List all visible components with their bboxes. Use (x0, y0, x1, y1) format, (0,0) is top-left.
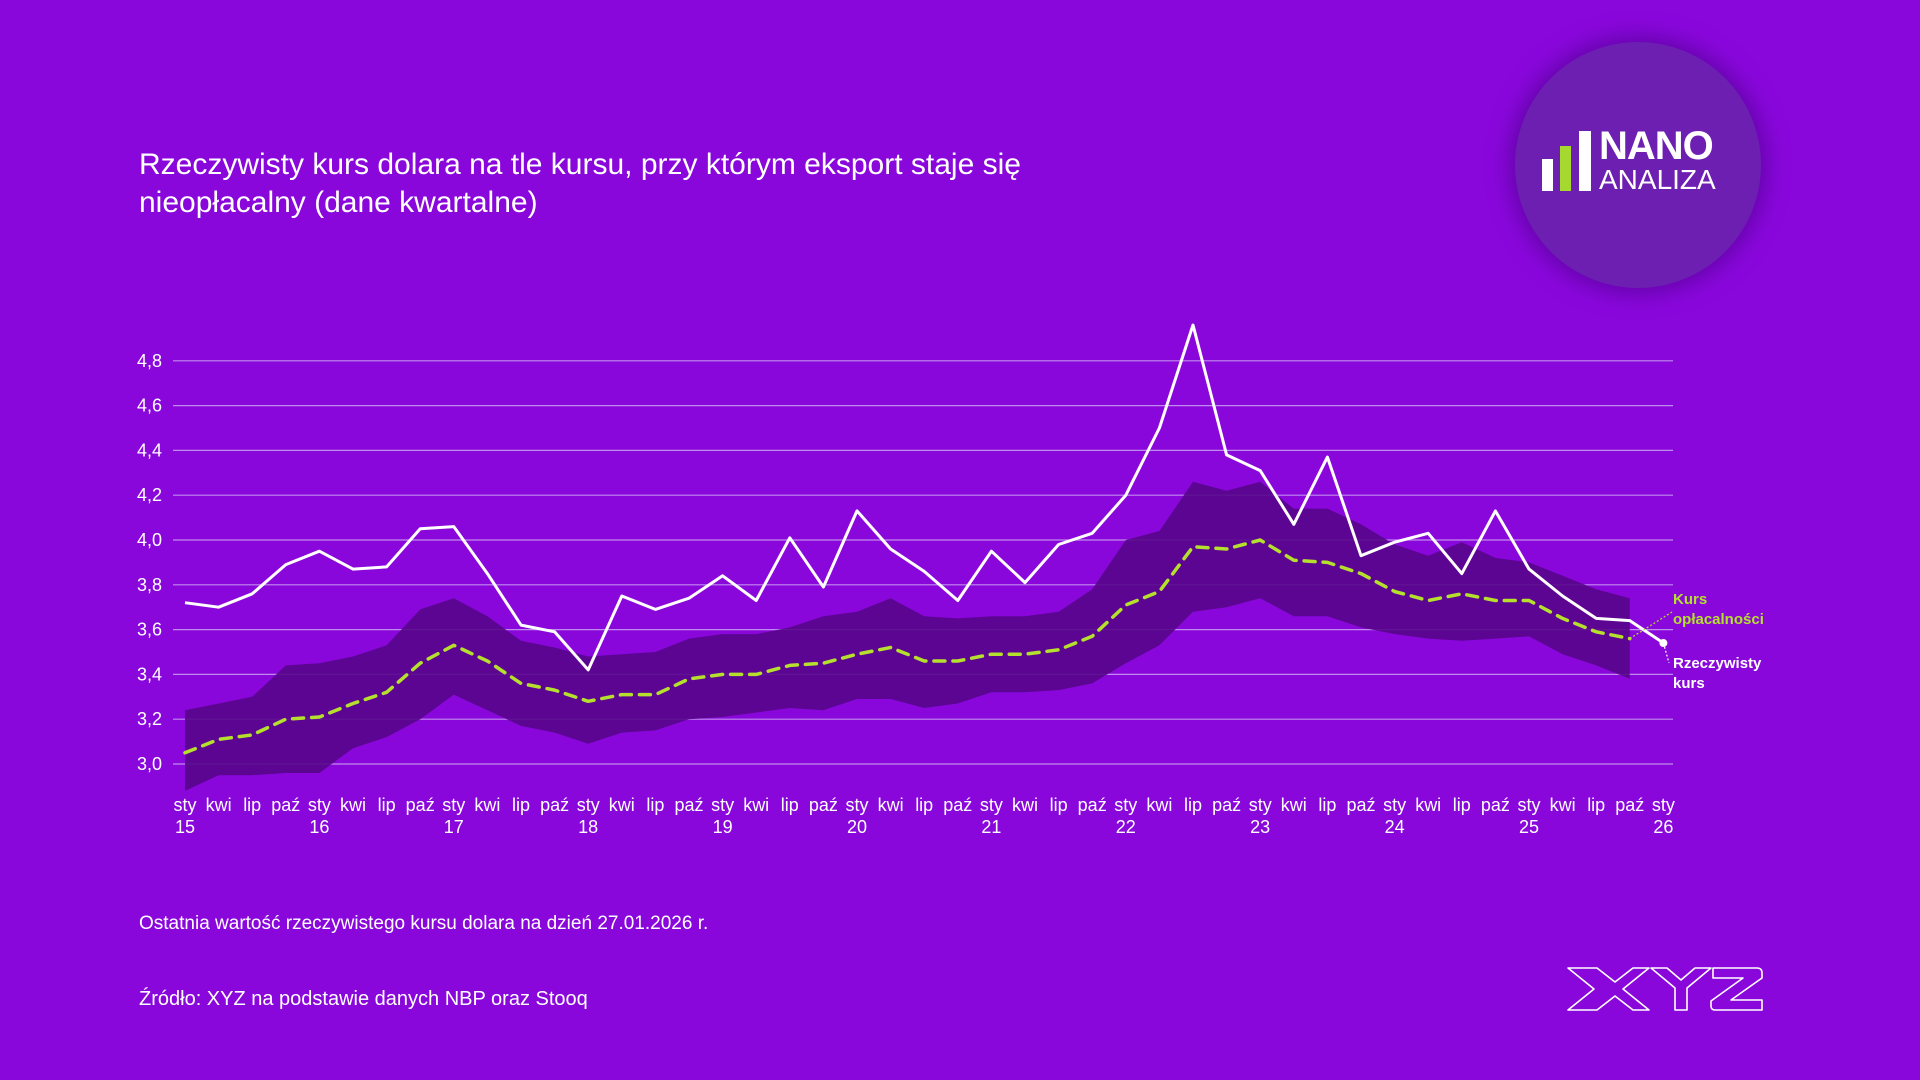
y-tick-label: 4,2 (137, 485, 162, 505)
x-tick-month-label: sty (711, 795, 734, 815)
x-tick-month-label: kwi (1012, 795, 1038, 815)
threshold-annotation-leader (1629, 611, 1673, 640)
y-tick-label: 4,4 (137, 440, 162, 460)
x-tick-year-label: 17 (444, 817, 464, 837)
x-tick-month-label: lip (243, 795, 261, 815)
x-tick-month-label: kwi (609, 795, 635, 815)
x-tick-month-label: sty (1383, 795, 1406, 815)
x-axis: sty kwi lip paź sty kwi lip paź sty kwi lip paź sty k… (173, 795, 1674, 837)
x-tick-month-label: lip (1453, 795, 1471, 815)
grid-lines (173, 360, 1673, 765)
x-tick-year-label: 18 (578, 817, 598, 837)
x-tick-month-label: lip (781, 795, 799, 815)
x-tick-month-label: kwi (743, 795, 769, 815)
annotation-real-line1: Rzeczywisty (1673, 655, 1762, 672)
threshold-band (185, 481, 1630, 791)
series-lines (183, 323, 1673, 755)
x-tick-month-label: paź (674, 795, 703, 815)
chart-title-line-2: nieopłacalny (dane kwartalne) (139, 186, 538, 219)
x-tick-year-label: 25 (1519, 817, 1539, 837)
real-rate-line (184, 323, 1665, 672)
logo-text-analiza: ANALIZA (1599, 164, 1716, 195)
x-tick-month-label: sty (980, 795, 1003, 815)
x-tick-month-label: lip (1318, 795, 1336, 815)
x-tick-month-label: lip (1587, 795, 1605, 815)
xyz-logo-outline (1567, 967, 1763, 1011)
x-tick-month-label: paź (1078, 795, 1107, 815)
y-tick-label: 4,6 (137, 396, 162, 416)
y-tick-label: 4,8 (137, 351, 162, 371)
x-tick-month-label: sty (173, 795, 196, 815)
x-tick-month-label: paź (406, 795, 435, 815)
x-tick-month-label: sty (1249, 795, 1272, 815)
nano-analiza-logo: NANO ANALIZA (1515, 42, 1761, 288)
y-tick-label: 3,2 (137, 709, 162, 729)
x-tick-year-label: 22 (1116, 817, 1136, 837)
xyz-brand-logo (1567, 967, 1763, 1011)
x-tick-year-label: 19 (713, 817, 733, 837)
x-tick-month-label: paź (943, 795, 972, 815)
y-tick-label: 3,4 (137, 664, 162, 684)
annotation-real-line2: kurs (1673, 675, 1705, 692)
x-tick-month-label: kwi (340, 795, 366, 815)
annotations: Kurs opłacalności Rzeczywisty kurs (1673, 591, 1764, 692)
bar-chart-icon (1542, 131, 1602, 191)
threshold-rate-line (183, 538, 1632, 755)
x-tick-month-label: lip (1184, 795, 1202, 815)
x-tick-month-label: kwi (474, 795, 500, 815)
y-tick-label: 3,6 (137, 620, 162, 640)
x-tick-month-label: paź (1346, 795, 1375, 815)
x-tick-month-label: kwi (206, 795, 232, 815)
x-tick-month-label: paź (1615, 795, 1644, 815)
x-tick-month-label: paź (271, 795, 300, 815)
logo-bar-tall (1579, 131, 1591, 191)
x-tick-month-label: sty (442, 795, 465, 815)
chart-title: Rzeczywisty kurs dolara na tle kursu, pr… (139, 146, 1139, 222)
real-annotation-leader (1662, 642, 1670, 664)
x-tick-month-label: sty (1114, 795, 1137, 815)
x-tick-month-label: lip (915, 795, 933, 815)
x-tick-month-label: sty (1517, 795, 1540, 815)
x-tick-month-label: sty (845, 795, 868, 815)
x-tick-year-label: 26 (1653, 817, 1673, 837)
logo-bar-short (1542, 159, 1553, 191)
x-tick-month-label: kwi (1281, 795, 1307, 815)
x-tick-month-label: sty (1652, 795, 1675, 815)
x-tick-year-label: 15 (175, 817, 195, 837)
x-tick-month-label: lip (512, 795, 530, 815)
x-tick-year-label: 23 (1250, 817, 1270, 837)
chart-title-line-1: Rzeczywisty kurs dolara na tle kursu, pr… (139, 148, 1021, 181)
x-tick-month-label: kwi (1415, 795, 1441, 815)
y-tick-label: 4,0 (137, 530, 162, 550)
x-tick-month-label: paź (540, 795, 569, 815)
source-note: Źródło: XYZ na podstawie danych NBP oraz… (139, 988, 588, 1010)
logo-text-nano: NANO (1599, 124, 1714, 168)
x-tick-month-label: kwi (1550, 795, 1576, 815)
x-tick-year-label: 20 (847, 817, 867, 837)
x-tick-year-label: 16 (309, 817, 329, 837)
x-tick-month-label: paź (1212, 795, 1241, 815)
logo-bar-accent (1560, 146, 1571, 191)
annotation-threshold-line2: opłacalności (1673, 611, 1764, 628)
x-tick-year-label: 21 (981, 817, 1001, 837)
last-value-note: Ostatnia wartość rzeczywistego kursu dol… (139, 913, 709, 934)
y-tick-label: 3,8 (137, 575, 162, 595)
x-tick-month-label: kwi (1146, 795, 1172, 815)
x-tick-month-label: paź (1481, 795, 1510, 815)
x-tick-month-label: lip (378, 795, 396, 815)
x-tick-month-label: sty (308, 795, 331, 815)
x-tick-month-label: sty (577, 795, 600, 815)
x-tick-month-label: kwi (878, 795, 904, 815)
x-tick-year-label: 24 (1385, 817, 1405, 837)
annotation-threshold-line1: Kurs (1673, 591, 1707, 608)
y-tick-label: 3,0 (137, 754, 162, 774)
threshold-band-area (185, 481, 1630, 791)
x-tick-month-label: lip (646, 795, 664, 815)
x-tick-month-label: lip (1050, 795, 1068, 815)
y-axis: 3,0 3,2 3,4 3,6 3,8 4,0 4,2 4,4 4,6 4,8 (137, 351, 162, 774)
x-tick-month-label: paź (809, 795, 838, 815)
